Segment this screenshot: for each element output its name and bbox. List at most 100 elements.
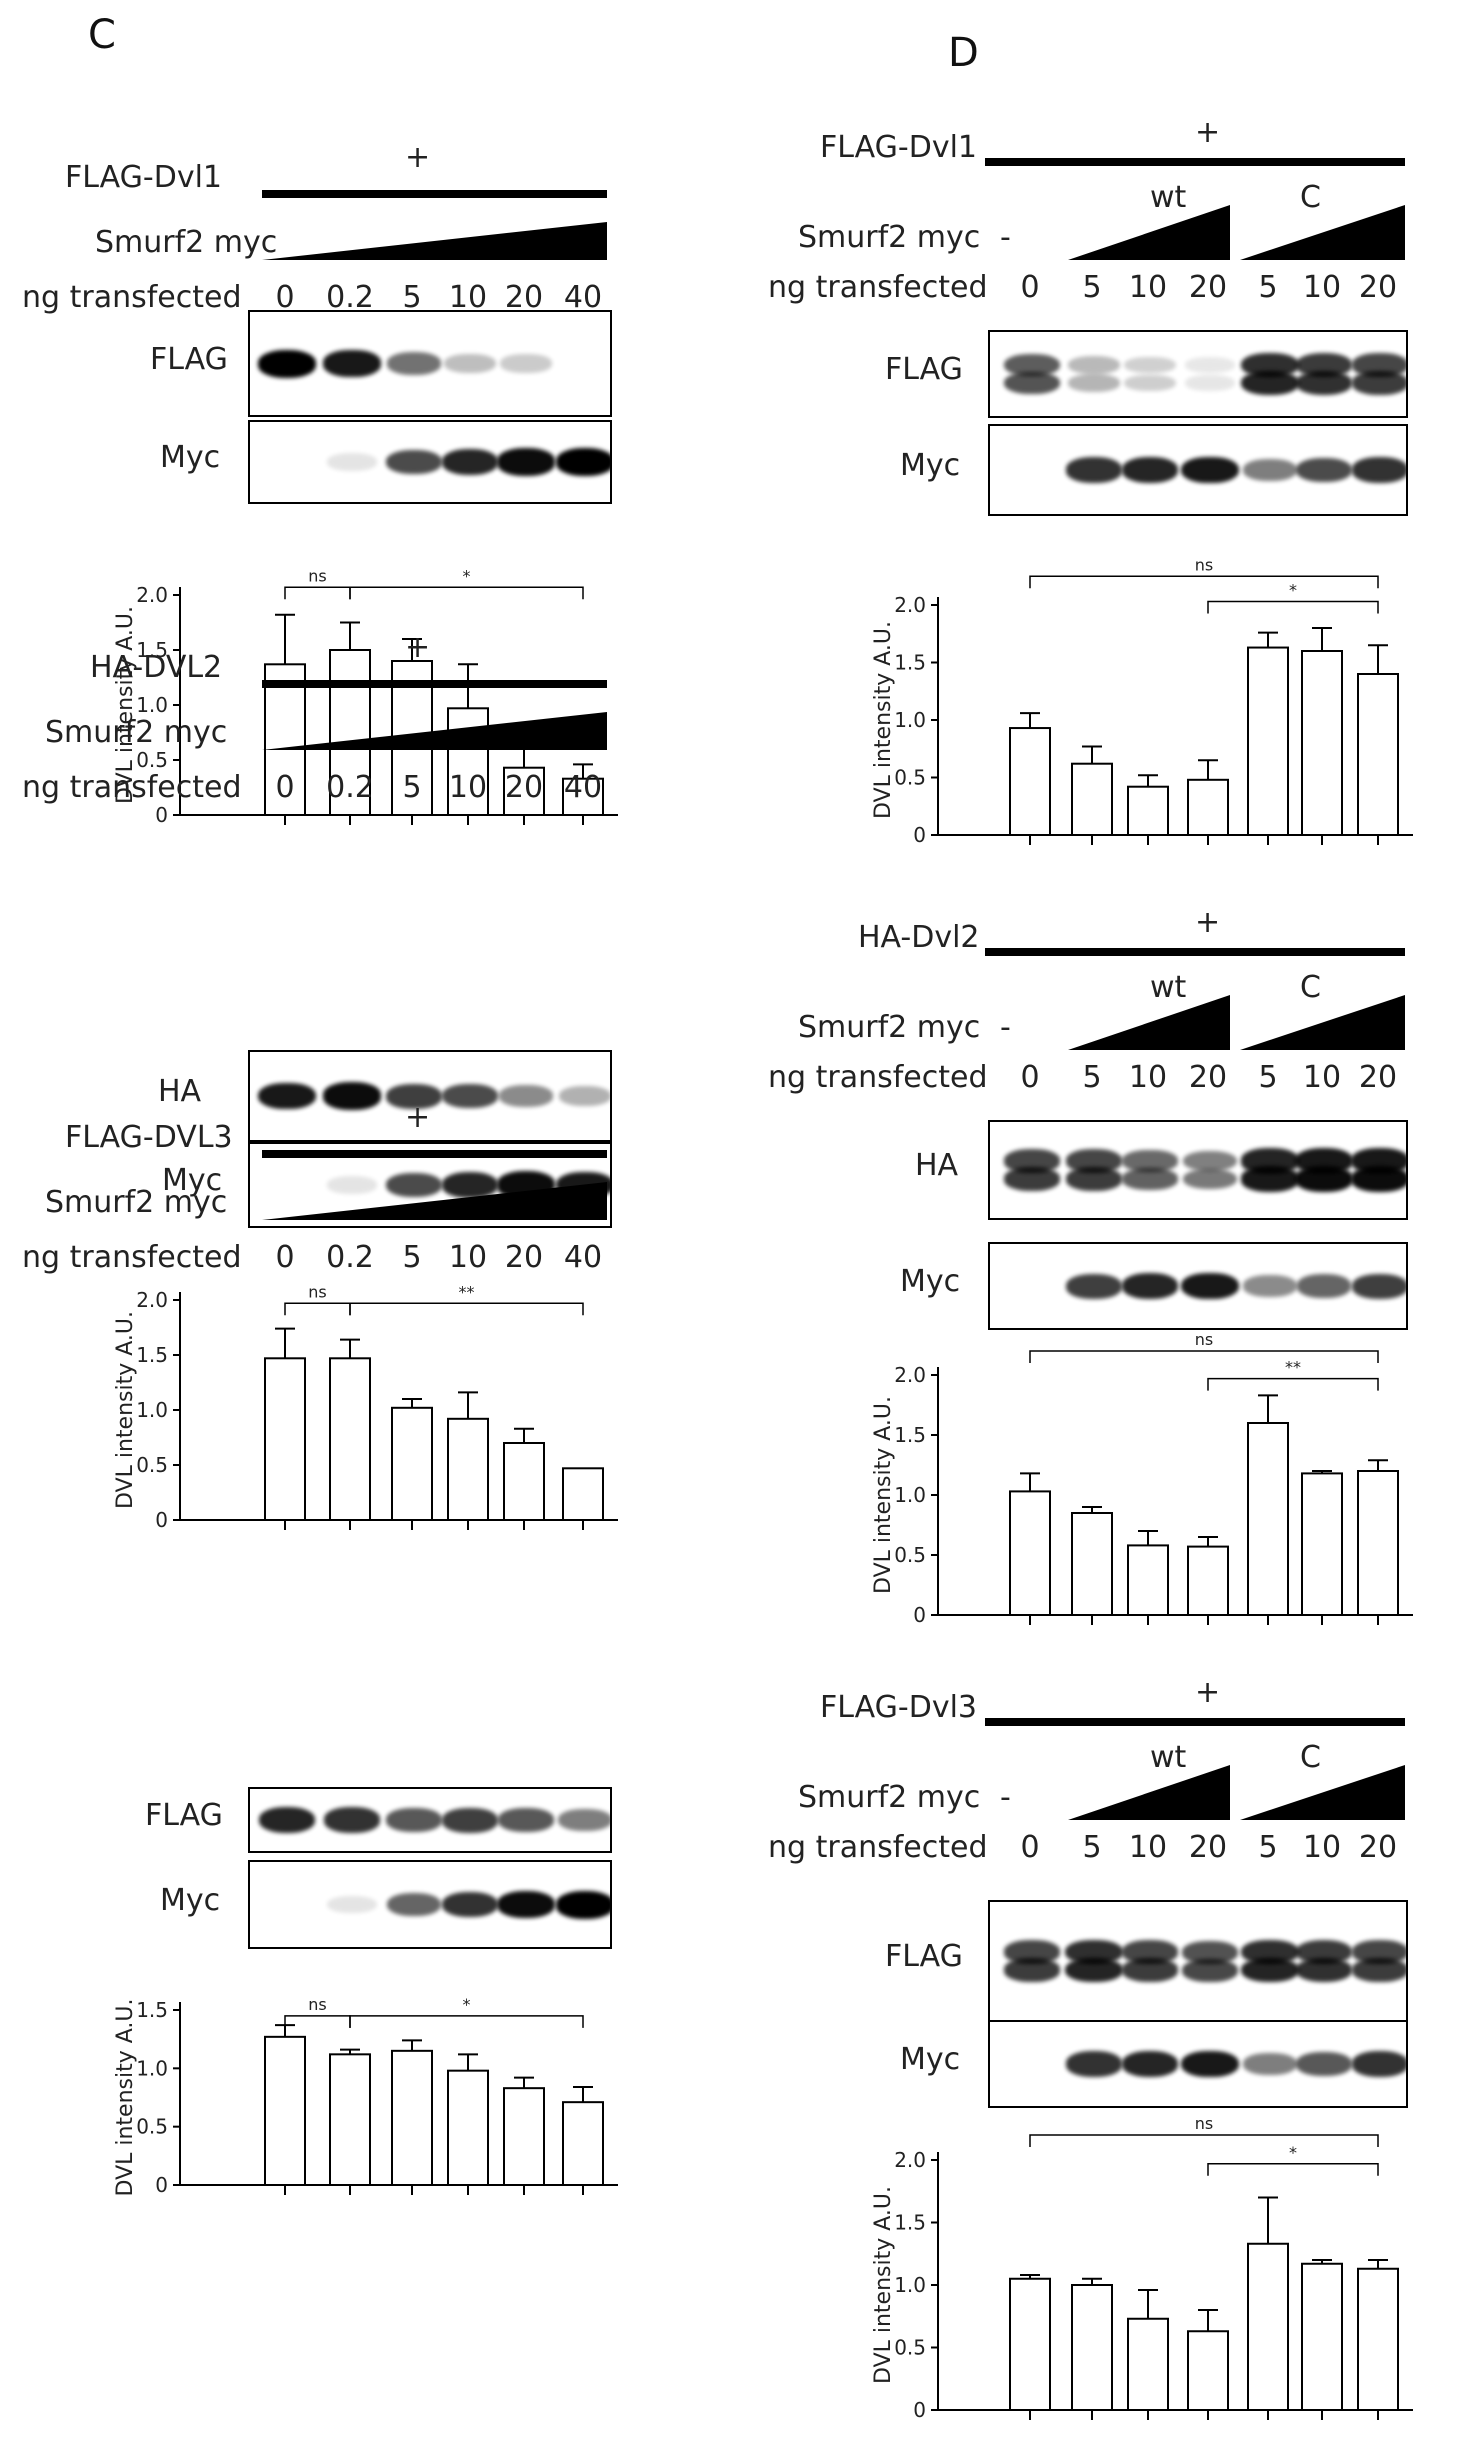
construct-label: FLAG-Dvl1 xyxy=(65,160,223,195)
significance-bracket xyxy=(1029,2134,1379,2147)
blot-label: Myc xyxy=(900,1264,961,1299)
bar xyxy=(1357,673,1399,836)
ng-label: ng transfected xyxy=(768,1830,988,1865)
bar xyxy=(329,1357,371,1521)
blot-band xyxy=(1121,1940,1179,1964)
lane-label: 0 xyxy=(275,770,295,805)
blot-band xyxy=(1295,1957,1353,1983)
y-axis-label: DVL intensity A.U. xyxy=(113,1311,138,1509)
significance-bracket xyxy=(284,586,351,600)
lane-label: 5 xyxy=(402,280,422,315)
bar xyxy=(264,663,306,816)
y-tick-label: 0 xyxy=(913,1603,926,1627)
blot-label: Myc xyxy=(160,440,221,475)
y-axis-label: DVL intensity A.U. xyxy=(871,2186,896,2384)
significance-label: * xyxy=(1289,581,1297,600)
blot-band xyxy=(1121,2050,1179,2078)
e3-label: Smurf2 myc xyxy=(45,715,228,750)
significance-bracket xyxy=(349,1302,584,1316)
blot-band xyxy=(1003,1958,1061,1982)
lane-label: 5 xyxy=(1258,1830,1278,1865)
panel-letter-c: C xyxy=(88,12,116,58)
blot-band xyxy=(1065,1957,1123,1983)
significance-label: ns xyxy=(1195,2114,1213,2133)
bar xyxy=(391,1406,433,1521)
plus-sign: + xyxy=(1195,115,1221,150)
blot-band xyxy=(1124,374,1176,392)
lane-label: 20 xyxy=(1188,1830,1228,1865)
blot-band xyxy=(558,1809,610,1831)
y-tick-label: 1.0 xyxy=(136,2056,168,2080)
blot-band xyxy=(1121,1272,1179,1300)
blot-band xyxy=(1003,1940,1061,1964)
blot-band xyxy=(1243,459,1297,481)
lane-label: 10 xyxy=(1128,270,1168,305)
bar xyxy=(329,649,371,816)
lane-label: 10 xyxy=(1302,1830,1342,1865)
significance-label: * xyxy=(1289,2143,1297,2162)
y-axis-label: DVL intensity A.U. xyxy=(113,1999,138,2197)
significance-label: * xyxy=(463,1995,471,2014)
bar-chart-D2: DVL intensity A.U. 0 0.5 1.0 1.5 2.0 ns ** xyxy=(871,1330,1413,1627)
western-blot-flag xyxy=(988,1900,1408,2022)
blot-label: FLAG xyxy=(145,1798,223,1833)
blot-band xyxy=(386,352,442,375)
bar xyxy=(1187,1545,1229,1617)
y-tick-label: 1.0 xyxy=(136,693,168,717)
significance-label: * xyxy=(463,566,471,585)
significance-label: ns xyxy=(308,1995,326,2014)
y-tick-label: 2.0 xyxy=(136,1288,168,1312)
blot-band xyxy=(386,1083,442,1109)
lane-label: 5 xyxy=(402,770,422,805)
bar xyxy=(1071,762,1113,836)
lane-label: 10 xyxy=(1128,1060,1168,1095)
no-e3-dash: - xyxy=(1000,1780,1011,1815)
bar xyxy=(1357,2267,1399,2411)
ng-label: ng transfected xyxy=(22,770,242,805)
blot-band xyxy=(498,1808,554,1832)
lane-label: 20 xyxy=(1358,270,1398,305)
group-label-c: C xyxy=(1300,1740,1321,1775)
lane-label: 10 xyxy=(448,770,488,805)
bar xyxy=(1127,1544,1169,1616)
panel-letter-d: D xyxy=(948,30,979,76)
blot-band xyxy=(258,349,316,378)
lane-label: 0 xyxy=(1020,270,1040,305)
blot-band xyxy=(1124,356,1176,374)
y-tick-label: 0 xyxy=(155,803,168,827)
construct-line xyxy=(262,1150,607,1158)
lane-label: 5 xyxy=(1082,1830,1102,1865)
lane-label: 5 xyxy=(1082,1060,1102,1095)
triangle-ramp-shape xyxy=(262,222,607,260)
blot-band xyxy=(1351,1958,1406,1982)
blot-band xyxy=(1182,1958,1238,1982)
y-tick-label: 2.0 xyxy=(136,583,168,607)
bar xyxy=(1009,1490,1051,1616)
blot-band xyxy=(1243,1275,1297,1297)
y-axis-label: DVL intensity A.U. xyxy=(871,621,896,819)
lane-label: 20 xyxy=(1358,1060,1398,1095)
y-tick-label: 1.5 xyxy=(136,1343,168,1367)
lane-label: 40 xyxy=(563,280,603,315)
wt-dose-ramp xyxy=(1068,205,1230,260)
blot-band xyxy=(556,448,610,476)
bar xyxy=(1357,1470,1399,1616)
c-dose-ramp xyxy=(1240,995,1405,1050)
blot-band xyxy=(1121,456,1179,484)
lane-label: 40 xyxy=(563,1240,603,1275)
plus-sign: + xyxy=(1195,905,1221,940)
lane-label: 0.2 xyxy=(326,280,374,315)
blot-band xyxy=(1241,1166,1299,1192)
bar xyxy=(1247,646,1289,836)
bar xyxy=(447,1417,489,1521)
lane-label: 0 xyxy=(275,1240,295,1275)
triangle-ramp-shape xyxy=(1240,205,1405,260)
blot-band xyxy=(558,1086,610,1106)
blot-band xyxy=(1065,1149,1123,1173)
lane-label: 20 xyxy=(504,1240,544,1275)
construct-line xyxy=(985,1718,1405,1726)
bar-chart-C2: DVL intensity A.U. 0 0.5 1.0 1.5 2.0 ns ** xyxy=(113,1282,618,1532)
y-tick-label: 1.0 xyxy=(136,1398,168,1422)
construct-label: FLAG-DVL3 xyxy=(65,1120,233,1155)
blot-band xyxy=(444,354,496,373)
